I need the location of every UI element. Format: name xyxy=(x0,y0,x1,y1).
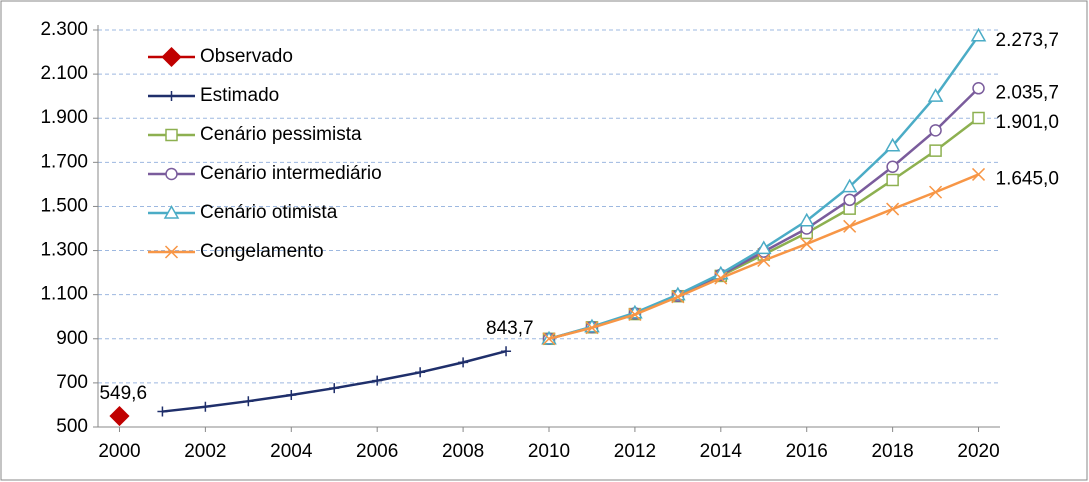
y-tick-label: 1.900 xyxy=(40,107,88,128)
point xyxy=(884,137,901,152)
point xyxy=(755,240,772,255)
x-tick-label: 2002 xyxy=(184,441,226,462)
point xyxy=(372,375,383,386)
x-tick-label: 2016 xyxy=(786,441,828,462)
y-tick-label: 1.500 xyxy=(40,195,88,216)
point xyxy=(798,212,815,227)
point xyxy=(929,144,942,157)
point xyxy=(243,396,254,407)
y-tick-label: 900 xyxy=(56,328,88,349)
point xyxy=(929,124,942,137)
y-tick-label: 2.300 xyxy=(40,19,88,40)
y-tick-label: 500 xyxy=(56,416,88,437)
y-tick-label: 1.100 xyxy=(40,284,88,305)
y-tick-label: 1.300 xyxy=(40,240,88,261)
x-tick-label: 2012 xyxy=(614,441,656,462)
point xyxy=(671,290,685,304)
point xyxy=(628,307,642,322)
point xyxy=(329,383,340,394)
data-label: 2.273,7 xyxy=(996,30,1059,51)
point xyxy=(972,82,985,95)
x-tick-label: 2008 xyxy=(442,441,484,462)
point xyxy=(843,219,857,233)
y-tick-label: 700 xyxy=(56,372,88,393)
y-tick-label: 1.700 xyxy=(40,151,88,172)
point xyxy=(800,237,814,251)
legend-marker xyxy=(163,204,180,219)
x-tick-label: 2020 xyxy=(957,441,999,462)
point xyxy=(929,185,943,199)
legend-label: Observado xyxy=(200,46,293,67)
point xyxy=(200,401,211,412)
legend-label: Congelamento xyxy=(200,241,324,262)
data-label: 1.645,0 xyxy=(996,168,1059,189)
data-label: 1.901,0 xyxy=(996,112,1059,133)
point xyxy=(971,167,986,181)
data-label: 549,6 xyxy=(99,383,147,404)
y-tick-label: 2.100 xyxy=(40,63,88,84)
x-tick-label: 2004 xyxy=(270,441,313,462)
point xyxy=(415,367,426,378)
legend-marker xyxy=(161,46,182,68)
point xyxy=(286,390,297,401)
legend-label: Cenário otimista xyxy=(200,202,338,223)
legend-marker xyxy=(166,91,177,101)
point xyxy=(886,173,899,187)
x-tick-label: 2018 xyxy=(871,441,913,462)
legend-label: Estimado xyxy=(200,85,279,106)
x-tick-label: 2006 xyxy=(356,441,398,462)
point xyxy=(109,405,130,427)
point xyxy=(458,357,469,368)
x-tick-label: 2000 xyxy=(98,441,140,462)
point xyxy=(757,253,771,268)
data-label: 2.035,7 xyxy=(996,82,1059,103)
legend-marker xyxy=(165,167,178,181)
point xyxy=(542,332,556,346)
point xyxy=(927,88,944,102)
point xyxy=(886,160,899,173)
point xyxy=(585,321,599,335)
x-tick-label: 2014 xyxy=(700,441,743,462)
point xyxy=(714,271,728,285)
point xyxy=(157,406,168,417)
legend-marker xyxy=(165,128,178,142)
x-tick-label: 2010 xyxy=(528,441,570,462)
legend-label: Cenário intermediário xyxy=(200,163,382,184)
point xyxy=(841,178,858,193)
point xyxy=(501,346,512,357)
legend-label: Cenário pessimista xyxy=(200,124,362,145)
point xyxy=(972,111,985,125)
data-label: 843,7 xyxy=(486,318,534,339)
legend-marker xyxy=(164,245,179,259)
point xyxy=(970,27,987,42)
point xyxy=(843,193,856,207)
point xyxy=(886,202,900,216)
